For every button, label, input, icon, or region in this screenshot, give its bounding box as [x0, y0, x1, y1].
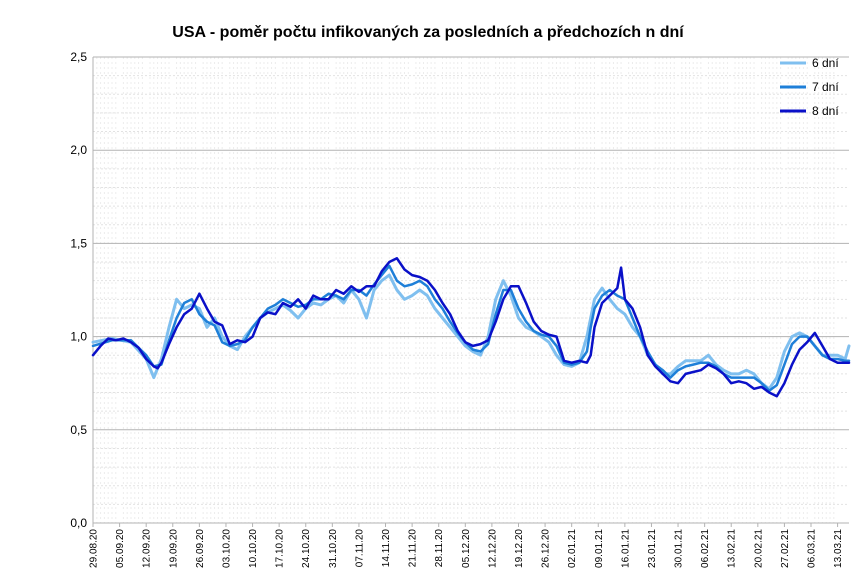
- chart-title: USA - poměr počtu infikovaných za posled…: [172, 24, 684, 41]
- x-tick-label: 06.02.21: [700, 529, 711, 568]
- legend-label-1: 6 dní: [812, 56, 839, 70]
- x-tick-label: 13.02.21: [727, 529, 738, 568]
- y-tick-labels: 0,0 0,5 1,0 1,5 2,0 2,5: [70, 50, 87, 530]
- y-tick-label: 0,0: [70, 516, 87, 530]
- x-tick-label: 07.11.20: [354, 529, 365, 568]
- x-tick-label: 27.02.21: [780, 529, 791, 568]
- x-tick-label: 03.10.20: [221, 529, 232, 568]
- x-tick-label: 19.09.20: [168, 529, 179, 568]
- x-tick-label: 05.12.20: [461, 529, 472, 568]
- x-tick-label: 12.09.20: [142, 529, 153, 568]
- x-tick-label: 14.11.20: [381, 529, 392, 568]
- axes: [92, 57, 849, 527]
- minor-gridlines: [93, 57, 849, 523]
- legend-label-2: 7 dní: [812, 80, 839, 94]
- x-tick-label: 09.01.21: [594, 529, 605, 568]
- series-line-3: [91, 257, 851, 398]
- x-tick-label: 10.10.20: [248, 529, 259, 568]
- y-tick-label: 0,5: [70, 423, 87, 437]
- legend-label-3: 8 dní: [812, 104, 839, 118]
- x-tick-labels: 29.08.20 05.09.20 12.09.20 19.09.20 26.09.20…: [89, 529, 845, 568]
- x-tick-label: 19.12.20: [514, 529, 525, 568]
- x-tick-label: 24.10.20: [301, 529, 312, 568]
- y-tick-label: 2,5: [70, 50, 87, 64]
- y-tick-label: 2,0: [70, 143, 87, 157]
- x-tick-label: 02.01.21: [567, 529, 578, 568]
- x-tick-label: 20.02.21: [753, 529, 764, 568]
- x-tick-label: 12.12.20: [487, 529, 498, 568]
- x-tick-label: 29.08.20: [89, 529, 100, 568]
- x-tick-label: 23.01.21: [647, 529, 658, 568]
- y-tick-label: 1,5: [70, 236, 87, 250]
- legend: 6 dní 7 dní 8 dní: [780, 56, 839, 118]
- x-tick-label: 26.09.20: [195, 529, 206, 568]
- x-tick-label: 06.03.21: [807, 529, 818, 568]
- x-tick-label: 16.01.21: [620, 529, 631, 568]
- y-tick-label: 1,0: [70, 330, 87, 344]
- x-tick-label: 30.01.21: [674, 529, 685, 568]
- x-tick-label: 17.10.20: [275, 529, 286, 568]
- series-line-1: [91, 273, 851, 391]
- series-lines: [91, 257, 851, 398]
- x-tick-label: 05.09.20: [115, 529, 126, 568]
- x-tick-label: 31.10.20: [328, 529, 339, 568]
- x-tick-label: 21.11.20: [408, 529, 419, 568]
- x-tick-label: 13.03.21: [833, 529, 844, 568]
- x-tick-label: 28.11.20: [434, 529, 445, 568]
- x-tick-label: 26.12.20: [541, 529, 552, 568]
